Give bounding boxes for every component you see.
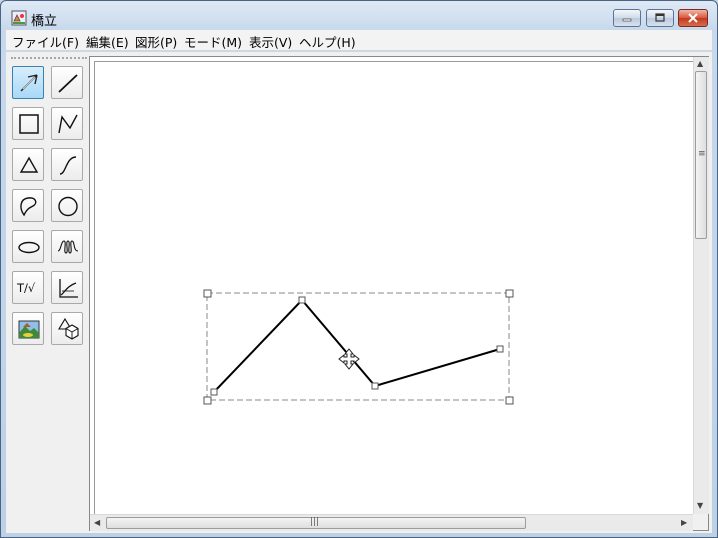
scroll-down-icon[interactable]: ▼: [697, 501, 704, 510]
thumb-grip-icon: |||: [310, 517, 320, 527]
tool-rectangle-button[interactable]: [12, 107, 44, 140]
menu-shape[interactable]: 図形(P): [135, 35, 178, 50]
triangle-icon: [19, 156, 39, 173]
tool-line-button[interactable]: [51, 66, 83, 99]
tool-triangle-button[interactable]: [12, 148, 44, 181]
tool-graph-button[interactable]: [51, 271, 83, 304]
selection-handle-bottom-right[interactable]: [505, 396, 514, 405]
drawing-surface[interactable]: [90, 57, 693, 514]
maximize-icon: [655, 13, 665, 22]
selection-handle-top-right[interactable]: [505, 289, 514, 298]
move-cursor-icon: [338, 348, 360, 370]
menu-view[interactable]: 表示(V): [249, 35, 293, 50]
pointer-arrow-icon: [20, 74, 38, 92]
tool-circle-button[interactable]: [51, 189, 83, 222]
tool-shapes-3d-button[interactable]: [51, 312, 83, 345]
tool-polyline-button[interactable]: [51, 107, 83, 140]
drawing-canvas[interactable]: ▲ ≡ ▼ ◀ ||| ▶: [89, 56, 709, 531]
minimize-button[interactable]: [613, 9, 641, 27]
horizontal-scroll-thumb[interactable]: |||: [106, 517, 526, 529]
tool-freeform-button[interactable]: [12, 189, 44, 222]
menu-file[interactable]: ファイル(F): [12, 35, 79, 50]
tool-curve-button[interactable]: [51, 148, 83, 181]
close-icon: [688, 13, 698, 23]
menu-help[interactable]: ヘルプ(H): [299, 35, 356, 50]
tool-spring-button[interactable]: [51, 230, 83, 263]
app-icon: [11, 10, 27, 26]
rectangle-icon: [19, 114, 39, 134]
window-title: 橋立: [31, 14, 58, 29]
polyline-icon: [58, 114, 78, 134]
maximize-button[interactable]: [646, 9, 674, 27]
scrollbar-corner: [693, 514, 708, 530]
shapes-3d-icon: [58, 317, 79, 340]
image-icon: [18, 320, 40, 339]
tool-ellipse-button[interactable]: [12, 230, 44, 263]
selection-handle-top-left[interactable]: [203, 289, 212, 298]
vertex-handle[interactable]: [210, 388, 218, 396]
paper-edge: [94, 61, 698, 515]
menu-edit[interactable]: 編集(E): [86, 35, 129, 50]
client-area: T/√: [6, 51, 712, 533]
selection-handle-bottom-left[interactable]: [203, 396, 212, 405]
curve-icon: [59, 156, 77, 175]
line-icon: [58, 74, 78, 93]
graph-icon: [59, 279, 78, 298]
minimize-icon: [622, 18, 632, 22]
close-button[interactable]: [678, 9, 708, 27]
toolbox-grip[interactable]: [11, 57, 87, 59]
scroll-left-icon[interactable]: ◀: [94, 518, 101, 527]
horizontal-scrollbar[interactable]: ◀ ||| ▶: [90, 514, 693, 531]
text-formula-label: T/√: [17, 281, 36, 295]
spring-icon: [57, 240, 79, 254]
scroll-right-icon[interactable]: ▶: [681, 518, 688, 527]
selection-box: [206, 292, 510, 401]
vertical-scrollbar[interactable]: ▲ ≡ ▼: [693, 57, 709, 514]
polyline-shape[interactable]: [213, 298, 501, 393]
circle-icon: [58, 196, 78, 217]
vertex-handle[interactable]: [371, 382, 379, 390]
title-bar[interactable]: 橋立: [1, 1, 717, 31]
scroll-up-icon[interactable]: ▲: [697, 59, 704, 68]
tool-text-formula-button[interactable]: T/√: [12, 271, 44, 304]
vertex-handle[interactable]: [298, 296, 306, 304]
vertex-handle[interactable]: [496, 345, 504, 353]
menu-bar: ファイル(F) 編集(E) 図形(P) モード(M) 表示(V) ヘルプ(H): [6, 30, 712, 50]
freeform-icon: [20, 197, 37, 217]
menu-mode[interactable]: モード(M): [184, 35, 243, 50]
tool-image-button[interactable]: [12, 312, 44, 345]
thumb-grip-icon: ≡: [698, 149, 706, 159]
vertical-scroll-thumb[interactable]: ≡: [695, 71, 707, 239]
tool-select-button[interactable]: [12, 66, 44, 99]
ellipse-icon: [18, 241, 40, 254]
